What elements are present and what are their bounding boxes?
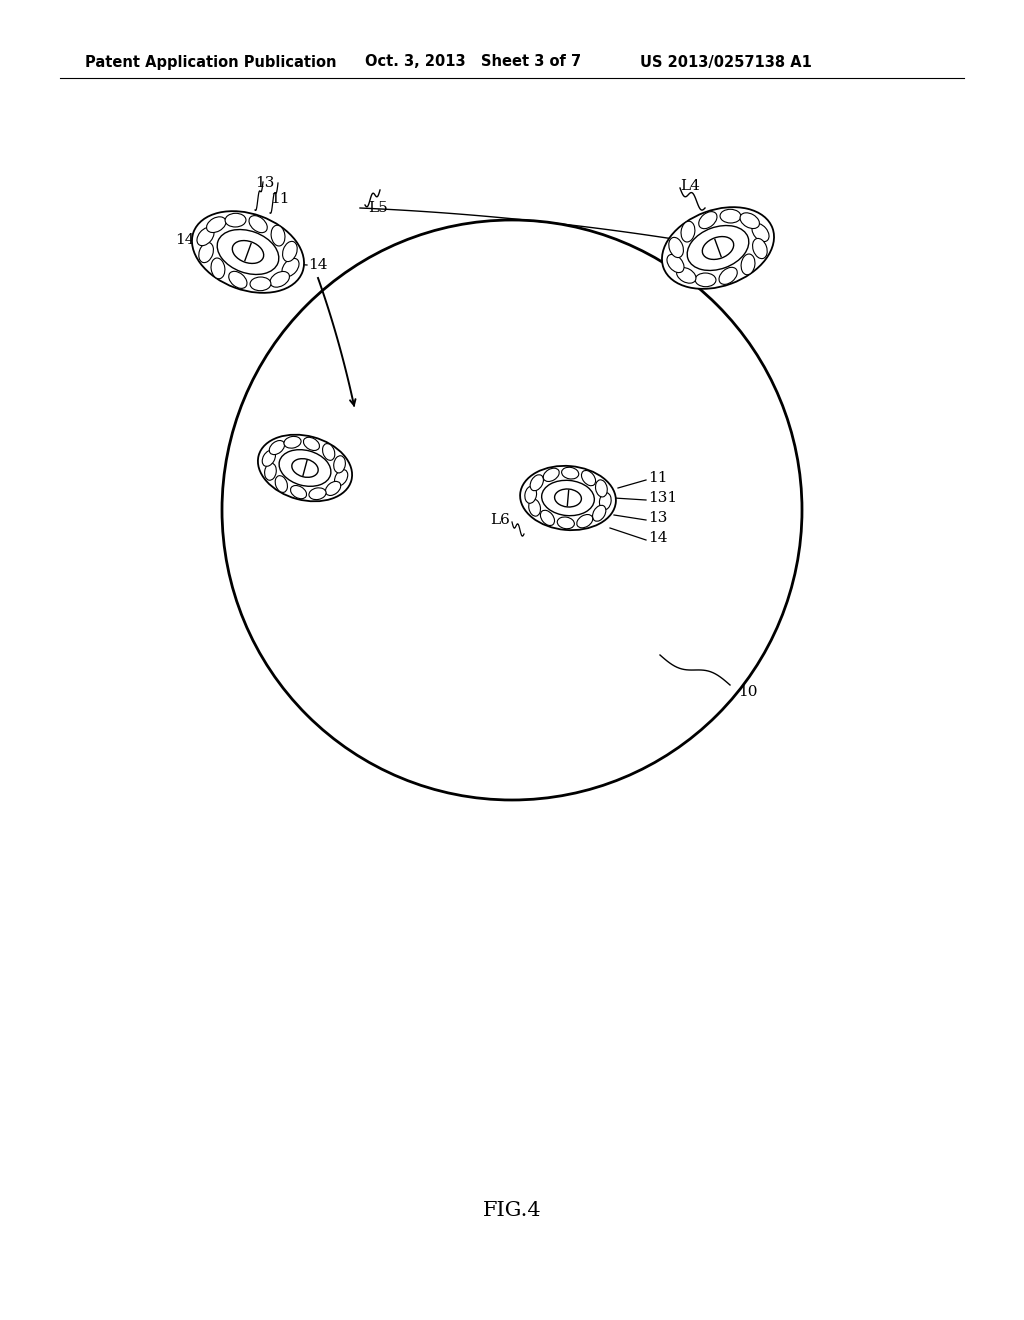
Ellipse shape [228, 272, 247, 288]
Text: 131: 131 [648, 491, 677, 506]
Text: 14: 14 [175, 234, 195, 247]
Ellipse shape [225, 214, 246, 227]
Ellipse shape [323, 444, 335, 461]
Ellipse shape [303, 437, 319, 450]
Ellipse shape [677, 268, 696, 284]
Ellipse shape [250, 277, 271, 290]
Ellipse shape [752, 223, 769, 242]
Ellipse shape [530, 475, 544, 491]
Text: FIG.4: FIG.4 [482, 1200, 542, 1220]
Ellipse shape [199, 243, 213, 263]
Ellipse shape [326, 482, 341, 495]
Ellipse shape [249, 215, 267, 232]
Ellipse shape [582, 470, 596, 486]
Text: 11: 11 [648, 471, 668, 484]
Text: L5: L5 [368, 201, 388, 215]
Text: L6: L6 [490, 513, 510, 527]
Ellipse shape [542, 480, 594, 516]
Ellipse shape [740, 213, 760, 228]
Text: 11: 11 [270, 191, 290, 206]
Ellipse shape [669, 238, 683, 257]
Ellipse shape [528, 499, 541, 516]
Ellipse shape [262, 450, 275, 466]
Ellipse shape [596, 480, 607, 496]
Ellipse shape [719, 268, 737, 284]
Text: L4: L4 [680, 180, 699, 193]
Ellipse shape [270, 272, 290, 288]
Ellipse shape [753, 239, 767, 259]
Ellipse shape [698, 211, 717, 228]
Ellipse shape [520, 466, 615, 531]
Ellipse shape [269, 441, 285, 454]
Ellipse shape [741, 253, 755, 275]
Ellipse shape [541, 511, 555, 525]
Ellipse shape [667, 255, 684, 273]
Text: 10: 10 [738, 685, 758, 700]
Ellipse shape [191, 211, 304, 293]
Ellipse shape [662, 207, 774, 289]
Text: Oct. 3, 2013   Sheet 3 of 7: Oct. 3, 2013 Sheet 3 of 7 [365, 54, 582, 70]
Ellipse shape [593, 506, 606, 521]
Ellipse shape [217, 230, 279, 275]
Ellipse shape [264, 463, 276, 480]
Ellipse shape [291, 486, 306, 499]
Ellipse shape [280, 450, 331, 486]
Text: 14: 14 [648, 531, 668, 545]
Ellipse shape [282, 259, 299, 277]
Ellipse shape [309, 488, 326, 499]
Ellipse shape [687, 226, 749, 271]
Ellipse shape [561, 467, 579, 479]
Ellipse shape [207, 216, 226, 232]
Ellipse shape [577, 515, 593, 528]
Ellipse shape [335, 470, 348, 486]
Text: US 2013/0257138 A1: US 2013/0257138 A1 [640, 54, 812, 70]
Ellipse shape [525, 486, 537, 503]
Text: Patent Application Publication: Patent Application Publication [85, 54, 337, 70]
Ellipse shape [334, 455, 345, 473]
Ellipse shape [275, 475, 288, 492]
Ellipse shape [211, 257, 225, 279]
Text: 13: 13 [648, 511, 668, 525]
Text: 13: 13 [255, 176, 274, 190]
Ellipse shape [544, 469, 559, 482]
Ellipse shape [283, 242, 297, 261]
Ellipse shape [197, 227, 214, 246]
Ellipse shape [599, 492, 611, 510]
Ellipse shape [681, 222, 695, 242]
Text: 14: 14 [308, 257, 328, 272]
Ellipse shape [557, 517, 574, 529]
Ellipse shape [284, 437, 301, 449]
Ellipse shape [720, 210, 741, 223]
Ellipse shape [271, 226, 285, 246]
Ellipse shape [258, 434, 352, 502]
Ellipse shape [695, 273, 716, 286]
